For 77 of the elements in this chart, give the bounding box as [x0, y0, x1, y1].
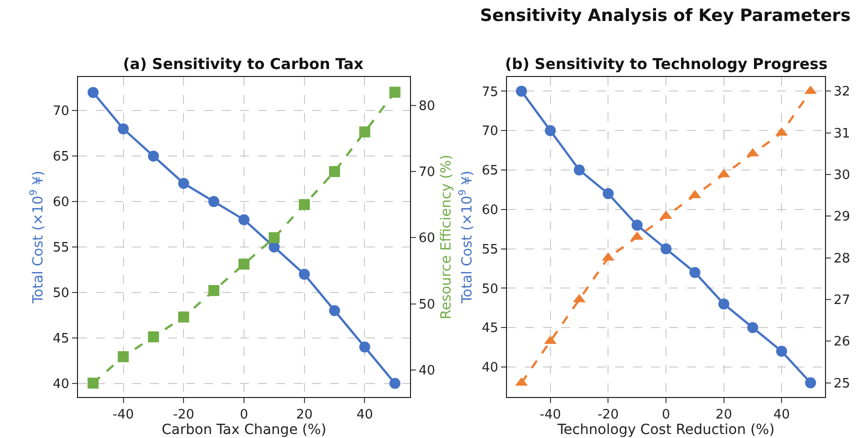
- y2-tick-label: 32: [834, 84, 850, 100]
- x-tick-label: 0: [240, 408, 248, 423]
- y-tick-label: 45: [482, 321, 498, 336]
- y-tick-label: 70: [52, 104, 70, 120]
- point: [178, 178, 190, 189]
- point: [389, 86, 400, 98]
- point: [660, 243, 672, 254]
- point: [148, 331, 159, 342]
- point: [208, 196, 220, 208]
- point: [238, 214, 250, 226]
- y-tick-label: 65: [52, 150, 70, 165]
- point: [544, 125, 556, 136]
- point: [602, 188, 614, 200]
- y-tick-label: 70: [482, 124, 498, 140]
- point: [776, 346, 788, 357]
- x-tick-label: -40: [112, 408, 134, 423]
- x-tick-label: -20: [598, 408, 619, 423]
- point: [88, 86, 99, 98]
- y2-tick-label: 50: [418, 297, 436, 312]
- point: [88, 378, 99, 389]
- point: [268, 232, 280, 244]
- x-tick-label: -40: [540, 408, 561, 423]
- x-tick-label: 20: [716, 408, 732, 423]
- point: [389, 378, 400, 389]
- x-axis-title: Carbon Tax Change (%): [162, 422, 326, 438]
- point: [359, 342, 370, 352]
- y2-tick-label: 28: [834, 251, 850, 266]
- point: [359, 126, 370, 138]
- point: [632, 220, 643, 231]
- point: [148, 150, 159, 162]
- x-tick-label: 0: [662, 408, 670, 423]
- point: [689, 266, 700, 278]
- point: [298, 199, 310, 210]
- y-tick-label: 75: [482, 84, 498, 100]
- x-tick-label: 40: [773, 408, 790, 423]
- y2-tick-label: 31: [834, 126, 850, 142]
- point: [208, 285, 220, 296]
- y-tick-label: 50: [52, 286, 70, 301]
- y-tick-label: 55: [52, 240, 70, 256]
- point: [805, 377, 816, 388]
- y-tick-label: 60: [52, 195, 70, 210]
- point: [268, 242, 280, 252]
- y2-tick-label: 60: [418, 231, 436, 246]
- chart-subtitle: (b) Sensitivity to Technology Progress: [505, 55, 828, 73]
- y-tick-label: 40: [482, 360, 498, 376]
- y-tick-label: 65: [482, 164, 498, 179]
- point: [574, 164, 585, 176]
- y2-tick-label: 70: [418, 165, 436, 180]
- point: [329, 305, 340, 316]
- x-tick-label: 40: [356, 408, 374, 423]
- x-axis-title: Technology Cost Reduction (%): [556, 422, 775, 438]
- y-tick-label: 45: [52, 331, 70, 346]
- x-tick-label: -20: [173, 408, 194, 423]
- y-tick-label: 50: [482, 282, 498, 297]
- y2-tick-label: 40: [418, 363, 436, 378]
- y-tick-label: 60: [482, 202, 498, 218]
- point: [329, 166, 340, 178]
- y-tick-label: 40: [52, 376, 70, 392]
- y2-tick-label: 29: [834, 210, 850, 225]
- y2-tick-label: 30: [834, 168, 850, 184]
- point: [747, 322, 758, 334]
- y2-tick-label: 27: [834, 293, 850, 308]
- point: [238, 258, 250, 270]
- point: [178, 312, 190, 322]
- point: [118, 351, 129, 362]
- y2-tick-label: 25: [834, 376, 850, 392]
- y2-axis-title: Resource Efficiency (%): [438, 154, 454, 320]
- y2-tick-label: 26: [834, 334, 850, 350]
- y2-tick-label: 80: [418, 98, 436, 114]
- point: [118, 123, 129, 134]
- chart-subtitle: (a) Sensitivity to Carbon Tax: [123, 55, 364, 73]
- chart-title: Sensitivity Analysis of Key Parameters: [480, 6, 851, 26]
- point: [298, 268, 310, 280]
- y-tick-label: 55: [482, 242, 498, 258]
- point: [718, 298, 730, 310]
- point: [516, 86, 527, 97]
- x-tick-label: 20: [296, 408, 313, 423]
